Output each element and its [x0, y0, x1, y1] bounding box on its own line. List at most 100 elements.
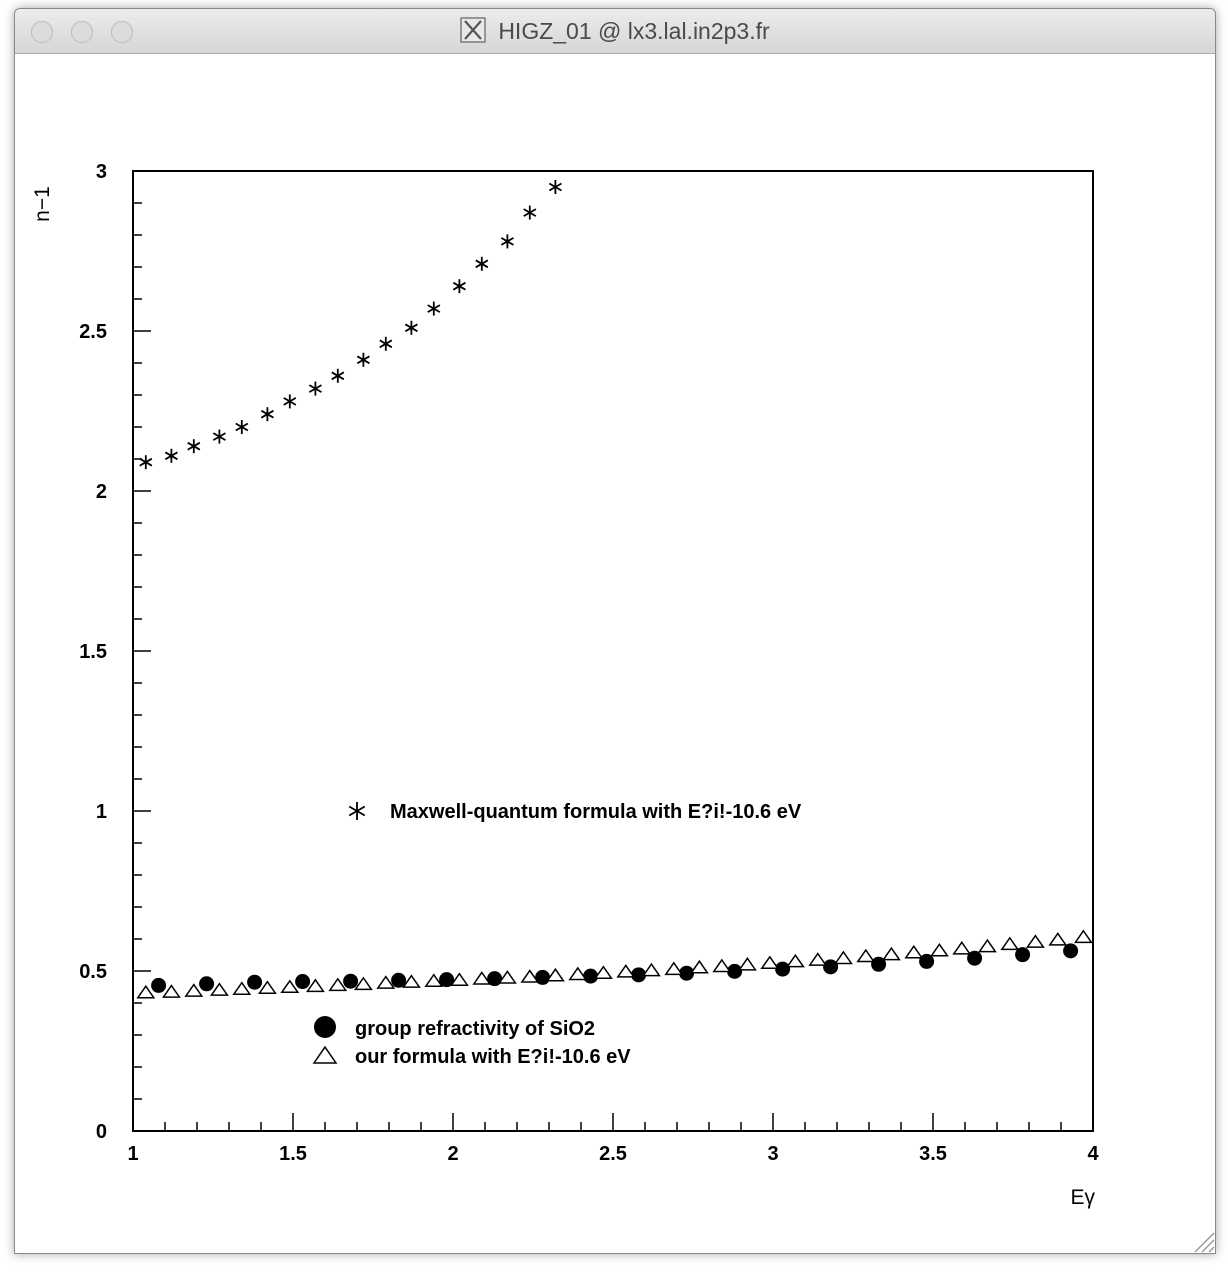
y-tick-label: 3 — [96, 161, 107, 183]
zoom-window-button[interactable] — [111, 21, 133, 43]
data-point — [401, 974, 421, 988]
window-title-area: HIGZ_01 @ lx3.lal.in2p3.fr — [15, 17, 1215, 45]
data-point — [328, 977, 348, 992]
data-point — [593, 965, 613, 979]
data-point — [280, 979, 300, 994]
data-point — [664, 961, 684, 976]
minimize-window-button[interactable] — [71, 21, 93, 43]
legend-label: our formula with E?i!-10.6 eV — [355, 1046, 631, 1068]
data-point — [235, 420, 249, 434]
data-point — [151, 977, 167, 993]
legend-label: group refractivity of SiO2 — [355, 1018, 595, 1040]
legend-marker — [348, 802, 366, 820]
legend-marker — [312, 1045, 338, 1064]
data-point — [164, 448, 178, 463]
x-tick-label: 4 — [1087, 1143, 1099, 1165]
data-point — [1063, 943, 1079, 959]
data-point — [1073, 929, 1093, 944]
data-point — [785, 953, 805, 968]
data-point — [452, 279, 466, 294]
data-point — [356, 352, 370, 367]
y-tick-label: 2 — [96, 481, 107, 503]
data-point — [427, 301, 441, 316]
x-tick-label: 1 — [127, 1143, 138, 1165]
y-tick-label: 0.5 — [79, 961, 107, 983]
data-point — [1025, 934, 1045, 948]
data-point — [583, 968, 599, 984]
legend-marker — [314, 1016, 336, 1038]
data-point — [199, 976, 215, 992]
chart: Eγ n−1 1 1.5 2 2.5 3 3.5 4 0 0.5 1 1.5 2 2.5 3 Maxwell… — [31, 161, 1099, 1209]
x-tick-label: 3.5 — [919, 1143, 947, 1165]
data-point — [391, 972, 407, 988]
data-point — [856, 948, 876, 963]
x-axis-label: Eγ — [1070, 1186, 1095, 1209]
data-point — [343, 973, 359, 989]
data-point — [808, 952, 828, 966]
data-point — [548, 180, 562, 194]
data-point — [257, 980, 277, 994]
data-point — [247, 974, 263, 990]
data-point — [136, 984, 156, 999]
data-point — [520, 969, 540, 983]
data-point — [568, 966, 588, 981]
data-point — [308, 381, 322, 396]
data-point — [472, 971, 492, 985]
data-point — [977, 938, 997, 953]
data-point — [523, 205, 537, 220]
data-point — [139, 455, 153, 470]
data-point — [775, 961, 791, 977]
data-point — [439, 972, 455, 988]
data-point — [404, 320, 418, 335]
legends: Maxwell-quantum formula with E?i!-10.6 e… — [312, 801, 802, 1068]
data-point — [631, 967, 647, 983]
axis-ticks: 1 1.5 2 2.5 3 3.5 4 0 0.5 1 1.5 2 2.5 3 — [79, 161, 1099, 1165]
legend-entry: group refractivity of SiO2 — [314, 1016, 595, 1040]
data-point — [760, 955, 780, 970]
data-point — [952, 941, 972, 955]
data-marks — [136, 180, 1093, 999]
data-point — [424, 973, 444, 987]
data-point — [283, 394, 297, 409]
data-point — [376, 975, 396, 989]
window-title: HIGZ_01 @ lx3.lal.in2p3.fr — [498, 18, 770, 44]
data-point — [497, 970, 517, 984]
x-tick-label: 2.5 — [599, 1143, 627, 1165]
data-point — [616, 964, 636, 978]
x-tick-label: 3 — [767, 1143, 778, 1165]
data-point — [353, 976, 373, 991]
data-point — [295, 974, 311, 990]
data-point — [679, 965, 695, 981]
data-point — [161, 984, 181, 998]
y-tick-label: 0 — [96, 1121, 107, 1143]
x-tick-label: 2 — [447, 1143, 458, 1165]
series-0 — [139, 180, 562, 470]
series-1 — [151, 943, 1079, 993]
data-point — [1015, 947, 1031, 963]
app-window: HIGZ_01 @ lx3.lal.in2p3.fr Eγ n−1 1 1.5 2 2.… — [14, 8, 1216, 1254]
y-axis-label: n−1 — [31, 186, 54, 222]
y-tick-label: 2.5 — [79, 321, 107, 343]
data-point — [379, 336, 393, 351]
title-bar[interactable]: HIGZ_01 @ lx3.lal.in2p3.fr — [15, 9, 1215, 54]
data-point — [1000, 936, 1020, 951]
resize-grip-icon[interactable] — [1187, 1225, 1215, 1253]
close-window-button[interactable] — [31, 21, 53, 43]
data-point — [904, 944, 924, 959]
data-point — [260, 407, 274, 422]
x11-icon — [460, 17, 487, 43]
plot-canvas: Eγ n−1 1 1.5 2 2.5 3 3.5 4 0 0.5 1 1.5 2 2.5 3 Maxwell… — [15, 54, 1215, 1253]
data-point — [823, 959, 839, 975]
data-point — [545, 967, 565, 982]
series-2 — [136, 929, 1093, 999]
data-point — [1048, 932, 1068, 946]
data-point — [184, 983, 204, 997]
legend-entry: Maxwell-quantum formula with E?i!-10.6 e… — [348, 801, 802, 823]
data-point — [919, 953, 935, 969]
data-point — [232, 981, 252, 995]
y-tick-label: 1 — [96, 801, 107, 823]
y-tick-label: 1.5 — [79, 641, 107, 663]
data-point — [212, 429, 226, 444]
data-point — [487, 971, 503, 987]
data-point — [712, 958, 732, 973]
